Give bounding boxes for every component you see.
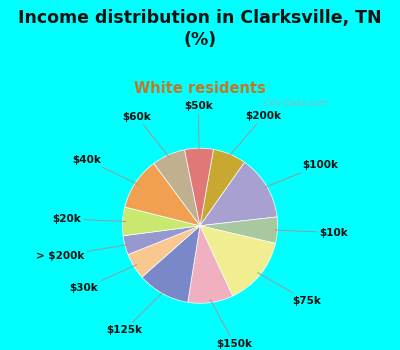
Wedge shape: [154, 150, 200, 226]
Wedge shape: [200, 217, 278, 243]
Wedge shape: [200, 162, 277, 226]
Wedge shape: [128, 226, 200, 277]
Text: $10k: $10k: [274, 228, 348, 238]
Text: Income distribution in Clarksville, TN
(%): Income distribution in Clarksville, TN (…: [18, 8, 382, 49]
Text: $60k: $60k: [123, 112, 170, 158]
Wedge shape: [200, 149, 244, 226]
Wedge shape: [125, 163, 200, 226]
Wedge shape: [122, 207, 200, 236]
Text: $40k: $40k: [72, 154, 138, 184]
Text: $125k: $125k: [106, 291, 164, 335]
Text: $75k: $75k: [258, 273, 322, 306]
Wedge shape: [184, 148, 214, 226]
Text: $150k: $150k: [210, 300, 252, 349]
Text: > $200k: > $200k: [36, 245, 128, 261]
Text: White residents: White residents: [134, 81, 266, 96]
Wedge shape: [142, 226, 200, 302]
Text: $200k: $200k: [228, 111, 282, 157]
Wedge shape: [188, 226, 233, 303]
Text: $20k: $20k: [52, 214, 126, 224]
Wedge shape: [200, 226, 276, 296]
Text: $30k: $30k: [70, 265, 137, 293]
Text: $50k: $50k: [184, 102, 213, 151]
Text: City-Data.com: City-Data.com: [258, 98, 328, 107]
Wedge shape: [123, 226, 200, 254]
Text: $100k: $100k: [264, 160, 338, 188]
